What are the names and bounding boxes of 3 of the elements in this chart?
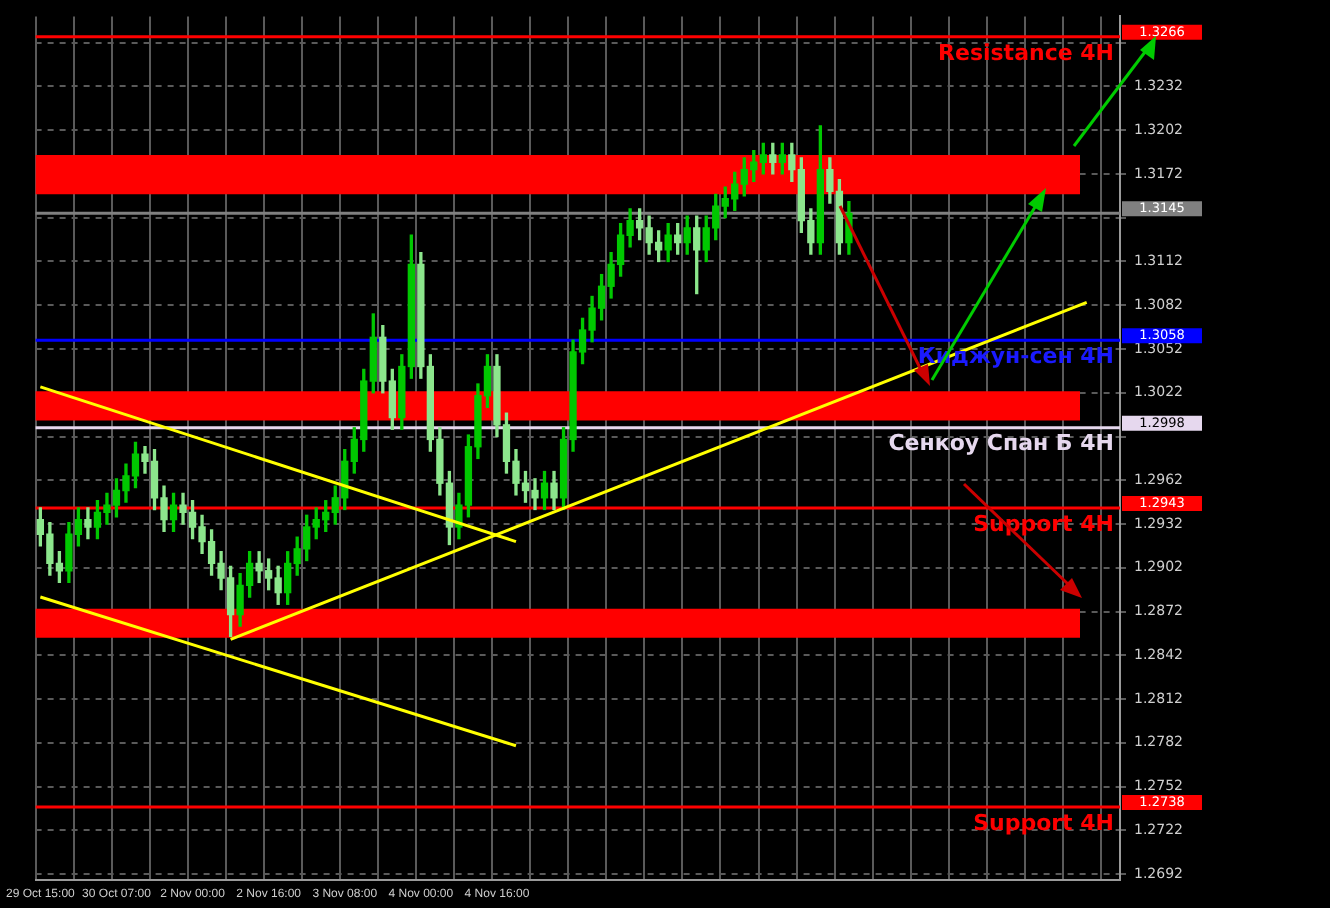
ref-line-label: Support 4H: [973, 809, 1114, 836]
ref-line-label: Resistance 4H: [938, 39, 1114, 66]
ref-line-label: Сенкоу Спан Б 4H: [888, 430, 1114, 457]
